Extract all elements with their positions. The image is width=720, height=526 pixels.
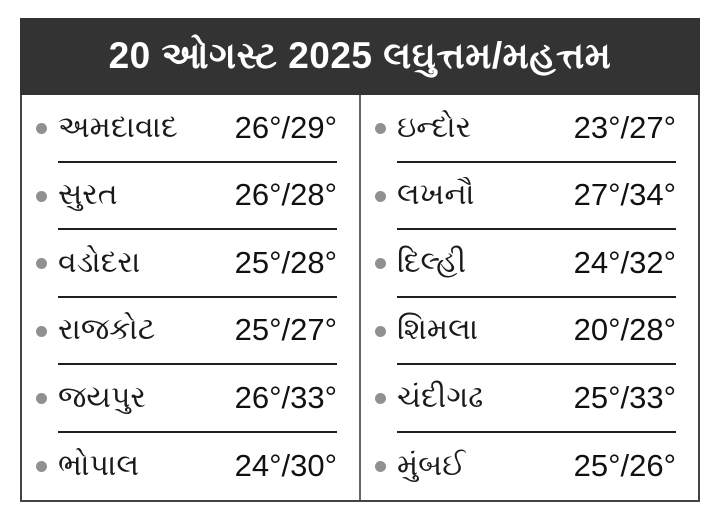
city-name: જયપુર [58,380,146,414]
temperature-value: 26°/33° [234,379,337,415]
temperature-value: 25°/27° [234,312,337,348]
table-row: ભોપાલ 24°/30° [22,433,359,501]
row-content: શિમલા 20°/28° [397,298,676,365]
row-content: દિલ્હી 24°/32° [397,230,676,298]
row-content: લખનૌ 27°/34° [397,163,676,230]
row-content: વડોદરા 25°/28° [58,230,337,298]
weather-table: અમદાવાદ 26°/29° સુરત 26°/28° વડોદરા 25°/… [20,95,700,502]
bullet-icon [36,325,47,337]
row-content: ચંદીગઢ 25°/33° [397,365,676,433]
bullet-icon [375,258,386,270]
row-content: જયપુર 26°/33° [58,365,337,433]
bullet-icon [36,393,47,405]
table-row: સુરત 26°/28° [22,163,359,230]
bullet-icon [375,393,386,405]
row-content: સુરત 26°/28° [58,163,337,230]
city-name: ચંદીગઢ [397,380,484,414]
row-content: મુંબઈ 25°/26° [397,433,676,501]
row-content: રાજકોટ 25°/27° [58,298,337,365]
city-name: વડોદરા [58,245,141,279]
city-name: અમદાવાદ [58,110,178,144]
row-content: અમદાવાદ 26°/29° [58,95,337,163]
table-row: વડોદરા 25°/28° [22,230,359,298]
city-name: ભોપાલ [58,449,139,483]
bullet-icon [375,460,386,472]
temperature-value: 27°/34° [573,177,676,213]
table-row: ઇન્દોર 23°/27° [361,95,698,163]
table-row: અમદાવાદ 26°/29° [22,95,359,163]
right-column: ઇન્દોર 23°/27° લખનૌ 27°/34° દિલ્હી 24°/3… [361,95,698,500]
bullet-icon [36,258,47,270]
temperature-value: 20°/28° [573,312,676,348]
row-content: ઇન્દોર 23°/27° [397,95,676,163]
table-row: દિલ્હી 24°/32° [361,230,698,298]
temperature-value: 26°/29° [234,109,337,145]
temperature-value: 24°/30° [234,448,337,484]
table-row: જયપુર 26°/33° [22,365,359,433]
bullet-icon [36,460,47,472]
bullet-icon [375,190,386,202]
temperature-value: 25°/33° [573,379,676,415]
table-row: રાજકોટ 25°/27° [22,298,359,365]
city-name: સુરત [58,178,118,212]
bullet-icon [375,325,386,337]
page-title: 20 ઓગસ્ટ 2025 લઘુત્તમ/મહત્તમ [108,35,612,76]
temperature-value: 24°/32° [573,244,676,280]
temperature-value: 23°/27° [573,109,676,145]
bullet-icon [36,123,47,135]
left-column: અમદાવાદ 26°/29° સુરત 26°/28° વડોદરા 25°/… [22,95,361,500]
city-name: રાજકોટ [58,313,156,347]
bullet-icon [375,123,386,135]
bullet-icon [36,190,47,202]
row-content: ભોપાલ 24°/30° [58,433,337,501]
table-row: શિમલા 20°/28° [361,298,698,365]
table-row: ચંદીગઢ 25°/33° [361,365,698,433]
city-name: દિલ્હી [397,245,467,279]
city-name: શિમલા [397,313,479,347]
city-name: લખનૌ [397,178,475,212]
temperature-value: 25°/26° [573,448,676,484]
temperature-value: 26°/28° [234,177,337,213]
weather-card: 20 ઓગસ્ટ 2025 લઘુત્તમ/મહત્તમ અમદાવાદ 26°… [20,18,700,502]
temperature-value: 25°/28° [234,244,337,280]
city-name: ઇન્દોર [397,110,472,144]
header-bar: 20 ઓગસ્ટ 2025 લઘુત્તમ/મહત્તમ [20,18,700,95]
table-row: મુંબઈ 25°/26° [361,433,698,501]
table-row: લખનૌ 27°/34° [361,163,698,230]
city-name: મુંબઈ [397,449,466,483]
